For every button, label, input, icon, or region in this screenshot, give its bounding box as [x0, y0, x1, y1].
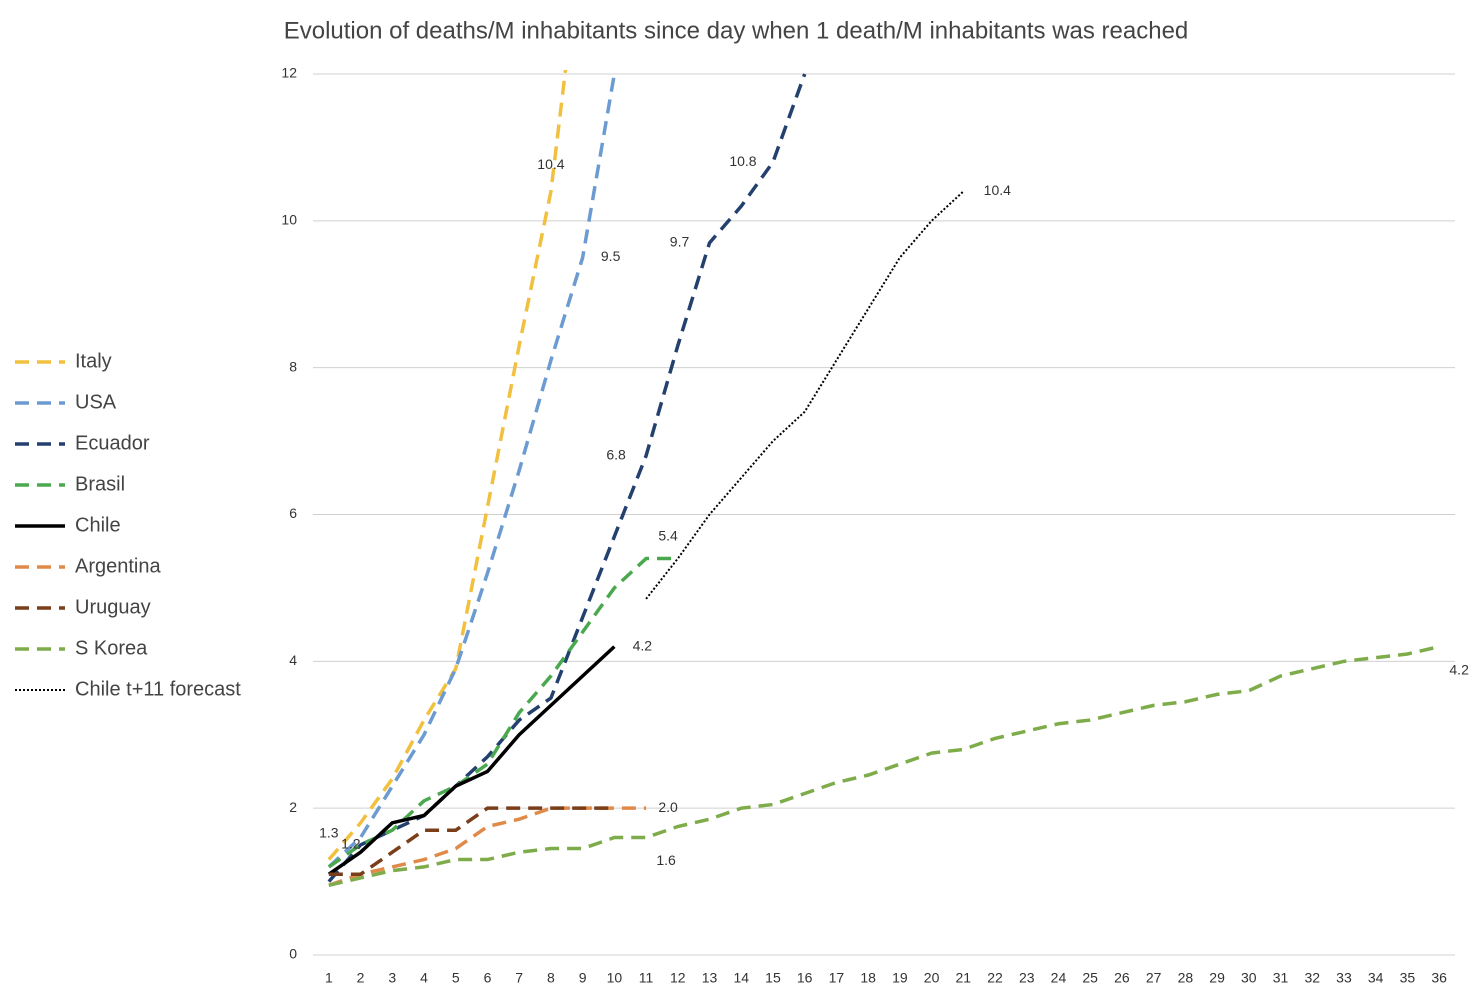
legend-label: Argentina [75, 555, 161, 577]
x-tick-label: 30 [1241, 970, 1257, 986]
x-tick-label: 21 [956, 970, 972, 986]
series-line [327, 73, 617, 869]
legend-label: Ecuador [75, 432, 150, 454]
x-tick-label: 8 [547, 970, 555, 986]
x-tick-label: 36 [1431, 970, 1447, 986]
data-label: 10.4 [984, 182, 1011, 198]
legend-label: Chile [75, 514, 121, 536]
x-tick-label: 5 [452, 970, 460, 986]
data-label: 9.7 [670, 234, 690, 250]
x-tick-label: 23 [1019, 970, 1035, 986]
x-tick-label: 3 [388, 970, 396, 986]
legend-label: S Korea [75, 637, 148, 659]
series-line [328, 806, 647, 887]
x-tick-label: 14 [733, 970, 749, 986]
x-tick-label: 19 [892, 970, 908, 986]
series-line [327, 645, 616, 876]
data-label: 2.0 [658, 799, 678, 815]
x-tick-label: 10 [607, 970, 623, 986]
data-label: 1.6 [656, 852, 676, 868]
x-tick-label: 22 [987, 970, 1003, 986]
data-label: 6.8 [606, 446, 626, 462]
x-tick-label: 2 [357, 970, 365, 986]
labels: 1.3 10.4 9.5 6.8 9.7 10.8 1.2 5.4 4.2 2.0 1.6 4.2 10… [319, 153, 1469, 868]
x-tick-label: 27 [1146, 970, 1162, 986]
x-tick-label: 20 [924, 970, 940, 986]
series-line [328, 806, 615, 876]
x-tick-label: 31 [1273, 970, 1289, 986]
x-tick-label: 32 [1304, 970, 1320, 986]
x-tick-label: 16 [797, 970, 813, 986]
x-tick-label: 4 [420, 970, 428, 986]
y-tick-label: 4 [289, 652, 297, 668]
data-label: 9.5 [601, 248, 621, 264]
data-label: 4.2 [1449, 661, 1469, 677]
plot [327, 70, 1440, 887]
x-tick-label: 15 [765, 970, 781, 986]
y-tick-label: 2 [289, 799, 297, 815]
x-tick-label: 12 [670, 970, 686, 986]
data-label: 10.8 [729, 153, 756, 169]
y-tick-label: 8 [289, 358, 297, 374]
data-label: 10.4 [537, 156, 564, 172]
x-tick-label: 17 [829, 970, 845, 986]
legend-label: Chile t+11 forecast [75, 678, 241, 700]
y-tick-label: 10 [281, 212, 297, 228]
x-tick-label: 24 [1051, 970, 1067, 986]
series-line [327, 73, 807, 883]
x-tick-label: 34 [1368, 970, 1384, 986]
x-tick-label: 13 [702, 970, 718, 986]
data-label: 1.3 [319, 824, 339, 840]
legend-label: Italy [75, 350, 112, 372]
legend-label: Brasil [75, 473, 125, 495]
chart-title: Evolution of deaths/M inhabitants since … [284, 17, 1189, 44]
x-tick-label: 6 [484, 970, 492, 986]
x-tick-label: 29 [1209, 970, 1225, 986]
x-tick-label: 28 [1178, 970, 1194, 986]
x-tick-label: 35 [1400, 970, 1416, 986]
legend-label: USA [75, 391, 117, 413]
x-tick-label: 7 [515, 970, 523, 986]
series-line [327, 70, 568, 861]
series-line [327, 556, 678, 869]
data-label: 1.2 [341, 836, 361, 852]
y-tick-label: 12 [281, 65, 297, 81]
x-tick-label: 9 [579, 970, 587, 986]
x-tick-label: 18 [860, 970, 876, 986]
x-tick-label: 11 [639, 970, 654, 986]
series-line [645, 190, 964, 600]
data-label: 4.2 [633, 637, 653, 653]
y-tick-label: 6 [289, 505, 297, 521]
series-line [328, 644, 1440, 887]
y-tick-label: 0 [289, 946, 297, 962]
x-tick-label: 1 [325, 970, 333, 986]
x-tick-label: 33 [1336, 970, 1352, 986]
x-tick-label: 26 [1114, 970, 1130, 986]
data-label: 5.4 [658, 527, 678, 543]
legend-label: Uruguay [75, 596, 151, 618]
x-tick-label: 25 [1082, 970, 1098, 986]
